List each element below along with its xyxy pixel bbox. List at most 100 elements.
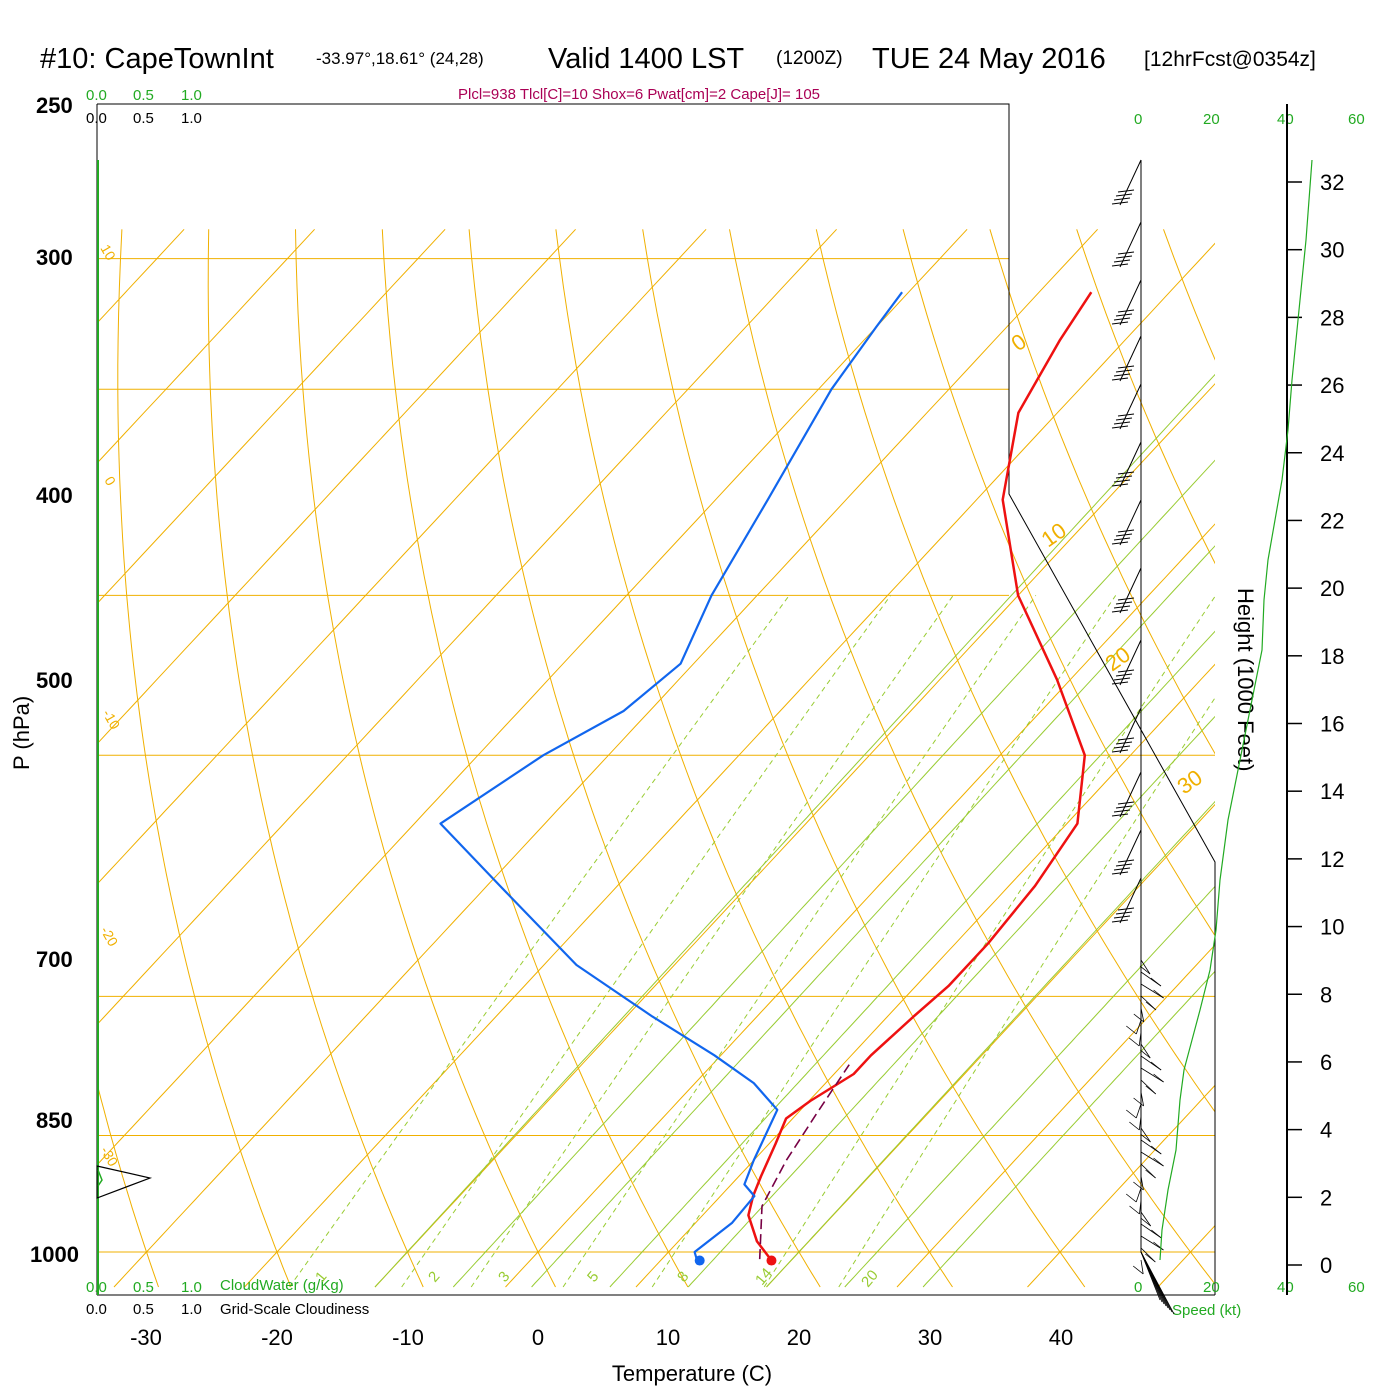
- height-tick-label-16: 16: [1320, 712, 1344, 737]
- cloudiness-bottom-1: 1.0: [181, 1301, 202, 1318]
- pressure-tick-850: 850: [36, 1108, 73, 1133]
- height-tick-label-2: 2: [1320, 1185, 1332, 1210]
- isotherm--30: [113, 228, 1098, 1288]
- wind-barb-low-16: [1140, 1151, 1164, 1167]
- wind-barb-low-7: [1140, 1043, 1151, 1059]
- isotherm--80: [97, 228, 446, 605]
- moist-adiabat--4: [452, 459, 1215, 1288]
- dry-adiabat--20: [117, 229, 292, 1288]
- wind-barb-low-feather-1: [1150, 977, 1162, 987]
- height-tick-label-8: 8: [1320, 982, 1332, 1007]
- forecast-date: TUE 24 May 2016: [872, 43, 1106, 75]
- wind-barb-feather-4-0: [1111, 425, 1129, 429]
- sounding-profiles: [439, 291, 1093, 1266]
- isotherm-40: [1027, 1084, 1215, 1288]
- wind-barb-staff-8: [1119, 639, 1142, 686]
- wind-barb-feather-11-3: [1117, 859, 1135, 863]
- mixing-ratio-20: [838, 696, 1215, 1288]
- speed-scale-top-0: 0: [1134, 111, 1142, 128]
- height-tick-label-4: 4: [1320, 1118, 1332, 1143]
- cloudiness-label: Grid-Scale Cloudiness: [220, 1301, 369, 1318]
- cloudiness-scale-1: 1.0: [181, 110, 202, 127]
- station-title: #10: CapeTownInt: [40, 43, 274, 75]
- wind-barb-feather-8-3: [1117, 669, 1135, 673]
- height-tick-label-22: 22: [1320, 508, 1344, 533]
- cloudwater-scale-05: 0.5: [133, 87, 154, 104]
- wind-barb-low-6: [1138, 1031, 1142, 1047]
- dry-adiabat-120: [1337, 229, 1400, 1287]
- surface-dewpoint-dot: [694, 1255, 705, 1266]
- wind-barb-feather-0-1: [1113, 197, 1131, 201]
- wind-barb-staff-6: [1119, 499, 1142, 546]
- moist-adiabat-2: [531, 545, 1215, 1288]
- background-lines: [97, 228, 1400, 1288]
- wind-barb-low-feather-9: [1153, 1073, 1164, 1083]
- mixing-label-8: 8: [674, 1268, 692, 1285]
- wind-barb-low-feather-14: [1140, 1133, 1151, 1143]
- wind-barb-low-21: [1140, 1211, 1152, 1227]
- mixing-label-20: 20: [858, 1267, 882, 1291]
- wind-barb-feather-9-2: [1115, 741, 1133, 745]
- wind-barb-feather-8-2: [1115, 673, 1133, 677]
- wind-barb-low-feather-23: [1153, 1241, 1164, 1251]
- isotherm-label-right-30: 30: [1173, 765, 1207, 800]
- speed-scale-top-20: 20: [1203, 111, 1220, 128]
- cloudwater-bottom-05: 0.5: [133, 1279, 154, 1296]
- cloudiness-bottom-05: 0.5: [133, 1301, 154, 1318]
- height-tick-label-0: 0: [1320, 1253, 1332, 1278]
- temp-tick-m10: -10: [392, 1325, 424, 1350]
- wind-barb-low-4: [1140, 1007, 1145, 1023]
- wind-barb-feather-12-2: [1115, 911, 1133, 915]
- wind-barb-low-feather-11: [1133, 1097, 1144, 1107]
- wind-barb-feather-0-2: [1115, 193, 1133, 197]
- wind-barb-feather-12-3: [1117, 907, 1135, 911]
- height-tick-label-30: 30: [1320, 238, 1344, 263]
- moist-adiabat-26: [844, 885, 1215, 1288]
- moist-adiabat-20: [766, 800, 1215, 1288]
- wind-barb-feather-11-0: [1111, 871, 1129, 875]
- wind-barb-feather-9-3: [1117, 737, 1135, 741]
- dry-adiabat--30: [97, 1081, 159, 1288]
- speed-scale-bottom-0: 0: [1134, 1279, 1142, 1296]
- pressure-tick-400: 400: [36, 483, 73, 508]
- wind-barb-feather-1-3: [1117, 251, 1135, 255]
- moist-adiabat--10: [374, 373, 1215, 1288]
- height-tick-label-24: 24: [1320, 441, 1344, 466]
- cloudiness-bottom-0: 0.0: [86, 1301, 107, 1318]
- dry-adiabat-0: [295, 229, 556, 1288]
- wind-barb-feather-6-1: [1113, 537, 1131, 541]
- cloudiness-scale-05: 0.5: [133, 110, 154, 127]
- wind-barb-low-feather-18: [1133, 1181, 1144, 1191]
- pressure-tick-250: 250: [36, 93, 73, 118]
- mixing-label-5: 5: [584, 1268, 602, 1285]
- wind-barb-low-feather-25: [1132, 1265, 1144, 1275]
- wind-barb-low-feather-2: [1153, 989, 1164, 999]
- wind-barb-low-feather-15: [1151, 1145, 1162, 1155]
- wind-barb-low-feather-5: [1126, 1025, 1137, 1035]
- cloudiness-marker: [96, 1165, 153, 1199]
- speed-scale-bottom-60: 60: [1348, 1279, 1365, 1296]
- wind-barb-staff-10: [1119, 771, 1142, 818]
- speed-scale-bottom-20: 20: [1203, 1279, 1220, 1296]
- mixing-ratio-5: [562, 595, 1037, 1288]
- wind-barb-low-feather-19: [1125, 1193, 1137, 1203]
- moist-adiabat-14: [687, 715, 1215, 1288]
- dry-adiabat-80: [989, 229, 1215, 755]
- speed-scale-top-60: 60: [1348, 111, 1365, 128]
- wind-barb-feather-7-3: [1117, 597, 1135, 601]
- wind-barb-low-0: [1140, 959, 1151, 975]
- isotherm-30: [896, 944, 1215, 1288]
- wind-barb-surface-7: [1140, 1251, 1175, 1315]
- moist-adiabat-8: [609, 630, 1215, 1288]
- wind-speed-curve: [1159, 159, 1313, 1261]
- wind-barb-feather-5-3: [1117, 471, 1135, 475]
- wind-barb-feather-7-0: [1111, 609, 1129, 613]
- dry-adiabat-20: [468, 229, 821, 1288]
- wind-barb-staff-2: [1119, 279, 1142, 326]
- wind-barb-low-14: [1140, 1127, 1151, 1143]
- height-tick-label-20: 20: [1320, 576, 1344, 601]
- wind-barb-feather-10-0: [1111, 813, 1129, 817]
- moist-adiabat-32: [922, 970, 1215, 1288]
